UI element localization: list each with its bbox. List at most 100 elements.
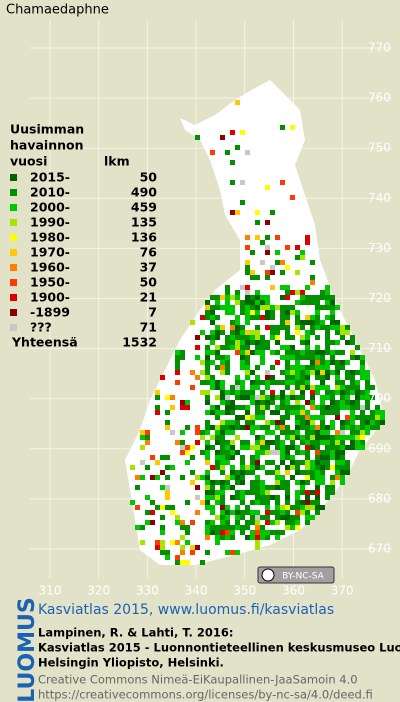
occurrence-square — [285, 435, 290, 440]
occurrence-square — [240, 510, 245, 515]
occurrence-square — [160, 540, 165, 545]
occurrence-square — [145, 435, 150, 440]
occurrence-square — [150, 500, 155, 505]
occurrence-square — [260, 400, 265, 405]
occurrence-square — [220, 345, 225, 350]
occurrence-square — [340, 420, 345, 425]
occurrence-square — [300, 470, 305, 475]
occurrence-square — [185, 400, 190, 405]
occurrence-square — [190, 520, 195, 525]
occurrence-square — [330, 315, 335, 320]
occurrence-square — [280, 445, 285, 450]
legend-label: 1990- — [30, 215, 70, 230]
legend-label: ??? — [30, 320, 52, 335]
occurrence-square — [250, 385, 255, 390]
occurrence-square — [225, 360, 230, 365]
occurrence-square — [260, 305, 265, 310]
occurrence-square — [210, 410, 215, 415]
occurrence-square — [280, 505, 285, 510]
occurrence-square — [345, 405, 350, 410]
occurrence-square — [255, 405, 260, 410]
occurrence-square — [255, 350, 260, 355]
occurrence-square — [325, 485, 330, 490]
occurrence-square — [340, 395, 345, 400]
occurrence-square — [175, 380, 180, 385]
occurrence-square — [335, 445, 340, 450]
occurrence-square — [310, 315, 315, 320]
occurrence-square — [205, 420, 210, 425]
occurrence-square — [325, 395, 330, 400]
occurrence-square — [230, 180, 235, 185]
occurrence-square — [230, 485, 235, 490]
occurrence-square — [225, 550, 230, 555]
occurrence-square — [200, 390, 205, 395]
occurrence-square — [380, 415, 385, 420]
occurrence-square — [300, 405, 305, 410]
legend-label: 2015- — [30, 170, 70, 185]
occurrence-square — [345, 420, 350, 425]
occurrence-square — [235, 335, 240, 340]
occurrence-square — [360, 440, 365, 445]
occurrence-square — [215, 345, 220, 350]
occurrence-square — [235, 550, 240, 555]
legend-swatch — [10, 204, 17, 211]
occurrence-square — [260, 500, 265, 505]
occurrence-square — [210, 320, 215, 325]
occurrence-square — [260, 535, 265, 540]
occurrence-square — [310, 405, 315, 410]
occurrence-square — [360, 365, 365, 370]
occurrence-square — [330, 310, 335, 315]
occurrence-square — [225, 475, 230, 480]
occurrence-square — [245, 420, 250, 425]
occurrence-square — [340, 400, 345, 405]
occurrence-square — [305, 495, 310, 500]
occurrence-square — [330, 485, 335, 490]
occurrence-square — [225, 430, 230, 435]
occurrence-square — [255, 500, 260, 505]
occurrence-square — [220, 135, 225, 140]
occurrence-square — [210, 490, 215, 495]
occurrence-square — [305, 425, 310, 430]
occurrence-square — [215, 395, 220, 400]
occurrence-square — [270, 270, 275, 275]
occurrence-square — [205, 400, 210, 405]
occurrence-square — [195, 440, 200, 445]
x-tick-label: 360 — [282, 584, 305, 598]
occurrence-square — [270, 470, 275, 475]
occurrence-square — [320, 365, 325, 370]
y-tick-label: 690 — [368, 441, 391, 455]
occurrence-square — [220, 380, 225, 385]
occurrence-square — [270, 315, 275, 320]
occurrence-square — [325, 295, 330, 300]
occurrence-square — [275, 530, 280, 535]
occurrence-square — [205, 470, 210, 475]
occurrence-square — [350, 400, 355, 405]
occurrence-square — [285, 400, 290, 405]
occurrence-square — [325, 335, 330, 340]
occurrence-square — [270, 375, 275, 380]
occurrence-square — [335, 320, 340, 325]
y-tick-label: 730 — [368, 241, 391, 255]
occurrence-square — [275, 425, 280, 430]
occurrence-square — [220, 395, 225, 400]
occurrence-square — [180, 440, 185, 445]
occurrence-square — [305, 480, 310, 485]
y-tick-label: 760 — [368, 91, 391, 105]
occurrence-square — [310, 275, 315, 280]
occurrence-square — [285, 355, 290, 360]
occurrence-square — [350, 405, 355, 410]
occurrence-square — [340, 405, 345, 410]
legend-label: 1960- — [30, 260, 70, 275]
occurrence-square — [280, 370, 285, 375]
occurrence-square — [250, 515, 255, 520]
occurrence-square — [285, 445, 290, 450]
occurrence-square — [265, 375, 270, 380]
occurrence-square — [215, 365, 220, 370]
occurrence-square — [310, 320, 315, 325]
occurrence-square — [180, 430, 185, 435]
occurrence-square — [305, 455, 310, 460]
occurrence-square — [215, 495, 220, 500]
occurrence-square — [270, 380, 275, 385]
occurrence-square — [310, 325, 315, 330]
